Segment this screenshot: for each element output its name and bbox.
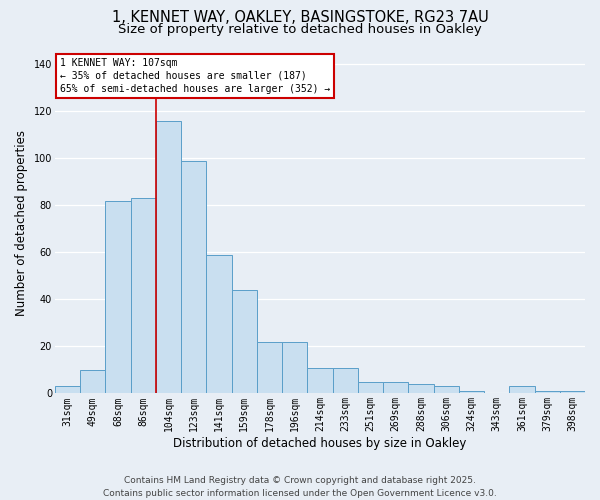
Bar <box>206 254 232 394</box>
Y-axis label: Number of detached properties: Number of detached properties <box>15 130 28 316</box>
Bar <box>80 370 106 394</box>
Bar <box>257 342 282 394</box>
Text: Contains HM Land Registry data © Crown copyright and database right 2025.
Contai: Contains HM Land Registry data © Crown c… <box>103 476 497 498</box>
Bar <box>332 368 358 394</box>
Bar <box>307 368 332 394</box>
Bar <box>509 386 535 394</box>
Bar <box>131 198 156 394</box>
Bar <box>535 391 560 394</box>
Text: 1 KENNET WAY: 107sqm
← 35% of detached houses are smaller (187)
65% of semi-deta: 1 KENNET WAY: 107sqm ← 35% of detached h… <box>60 58 331 94</box>
Bar <box>232 290 257 394</box>
X-axis label: Distribution of detached houses by size in Oakley: Distribution of detached houses by size … <box>173 437 467 450</box>
Bar <box>434 386 459 394</box>
Bar <box>358 382 383 394</box>
Bar <box>106 200 131 394</box>
Bar <box>383 382 408 394</box>
Bar <box>181 160 206 394</box>
Bar <box>408 384 434 394</box>
Bar <box>55 386 80 394</box>
Text: 1, KENNET WAY, OAKLEY, BASINGSTOKE, RG23 7AU: 1, KENNET WAY, OAKLEY, BASINGSTOKE, RG23… <box>112 10 488 25</box>
Bar <box>156 120 181 394</box>
Text: Size of property relative to detached houses in Oakley: Size of property relative to detached ho… <box>118 22 482 36</box>
Bar <box>560 391 585 394</box>
Bar <box>282 342 307 394</box>
Bar <box>459 391 484 394</box>
